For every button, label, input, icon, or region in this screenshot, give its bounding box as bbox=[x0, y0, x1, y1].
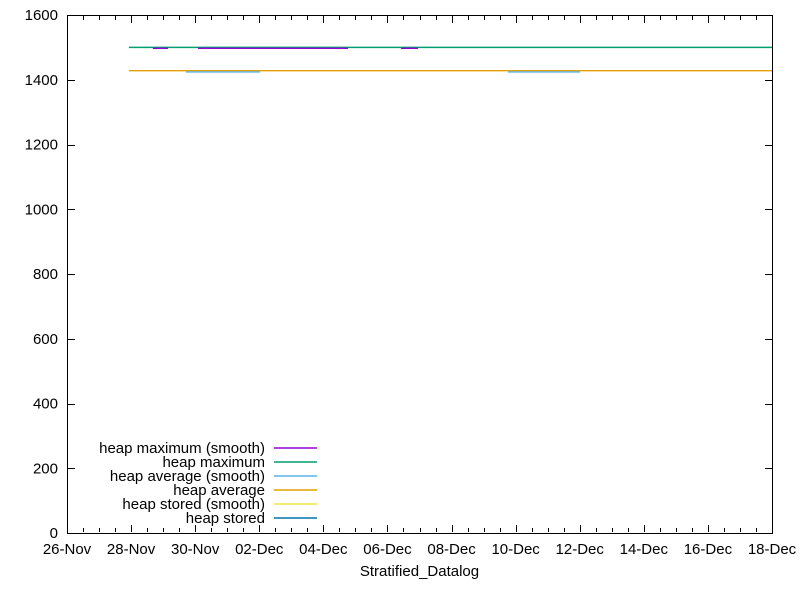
y-tick-label: 400 bbox=[33, 396, 58, 413]
x-tick-label: 12-Dec bbox=[556, 541, 605, 558]
y-tick-label: 0 bbox=[50, 525, 58, 542]
x-tick-label: 16-Dec bbox=[684, 541, 733, 558]
y-tick-label: 1400 bbox=[25, 72, 58, 89]
x-tick-label: 06-Dec bbox=[363, 541, 412, 558]
x-tick-label: 02-Dec bbox=[235, 541, 284, 558]
x-tick-label: 30-Nov bbox=[171, 541, 220, 558]
legend-label: heap average bbox=[173, 482, 265, 499]
y-tick-label: 1600 bbox=[25, 7, 58, 24]
x-tick-label: 26-Nov bbox=[43, 541, 92, 558]
y-tick-label: 800 bbox=[33, 266, 58, 283]
x-tick-label: 14-Dec bbox=[620, 541, 669, 558]
x-tick-label: 18-Dec bbox=[748, 541, 797, 558]
legend-label: heap stored bbox=[186, 510, 265, 527]
legend-label: heap maximum (smooth) bbox=[99, 440, 265, 457]
x-tick-label: 04-Dec bbox=[299, 541, 348, 558]
y-tick-label: 1000 bbox=[25, 201, 58, 218]
legend-label: heap maximum bbox=[162, 454, 265, 471]
plot-border bbox=[67, 15, 773, 534]
y-tick-label: 600 bbox=[33, 331, 58, 348]
y-tick-label: 200 bbox=[33, 460, 58, 477]
x-tick-label: 10-Dec bbox=[491, 541, 540, 558]
x-tick-label: 08-Dec bbox=[427, 541, 476, 558]
x-axis-title: Stratified_Datalog bbox=[359, 563, 480, 580]
y-tick-label: 1200 bbox=[25, 137, 58, 154]
x-tick-label: 28-Nov bbox=[107, 541, 156, 558]
legend-label: heap stored (smooth) bbox=[122, 496, 265, 513]
legend-label: heap average (smooth) bbox=[110, 468, 265, 485]
